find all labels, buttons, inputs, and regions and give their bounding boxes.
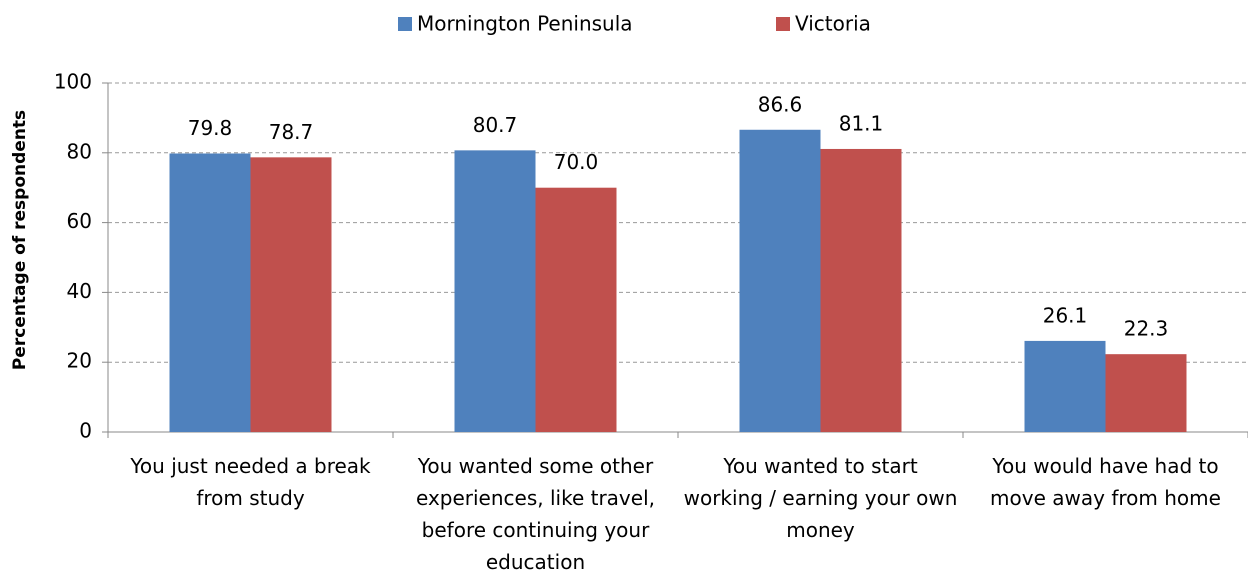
legend-label: Mornington Peninsula	[417, 12, 633, 36]
y-tick-label: 20	[67, 349, 92, 373]
bar	[454, 150, 536, 432]
bar	[250, 157, 332, 432]
value-label: 86.6	[758, 92, 803, 116]
value-label: 81.1	[839, 111, 884, 135]
y-tick-label: 80	[67, 139, 92, 163]
x-tick-label: You wanted some other experiences, like …	[415, 454, 655, 574]
y-tick-label: 40	[67, 279, 92, 303]
y-tick-label: 60	[67, 209, 92, 233]
y-tick-label: 0	[79, 419, 92, 443]
bar	[739, 129, 821, 433]
y-axis-label: Percentage of respondents	[10, 110, 30, 370]
value-label: 26.1	[1043, 303, 1088, 327]
x-tick-label: You would have had to move away from hom…	[990, 454, 1221, 510]
bar	[1024, 340, 1106, 432]
value-label: 70.0	[554, 150, 599, 174]
bar	[169, 153, 251, 433]
value-label: 22.3	[1124, 317, 1169, 341]
bar	[535, 187, 617, 432]
value-label: 80.7	[473, 113, 518, 137]
legend-swatch	[398, 17, 412, 31]
x-tick-label: You wanted to start working / earning yo…	[683, 454, 958, 542]
x-tick-label: You just needed a break from study	[130, 454, 371, 510]
legend-swatch	[776, 17, 790, 31]
bar	[1105, 354, 1187, 432]
value-label: 79.8	[188, 116, 233, 140]
y-tick-label: 100	[54, 70, 92, 94]
legend-label: Victoria	[795, 12, 871, 36]
value-label: 78.7	[269, 120, 314, 144]
bar	[820, 148, 902, 432]
